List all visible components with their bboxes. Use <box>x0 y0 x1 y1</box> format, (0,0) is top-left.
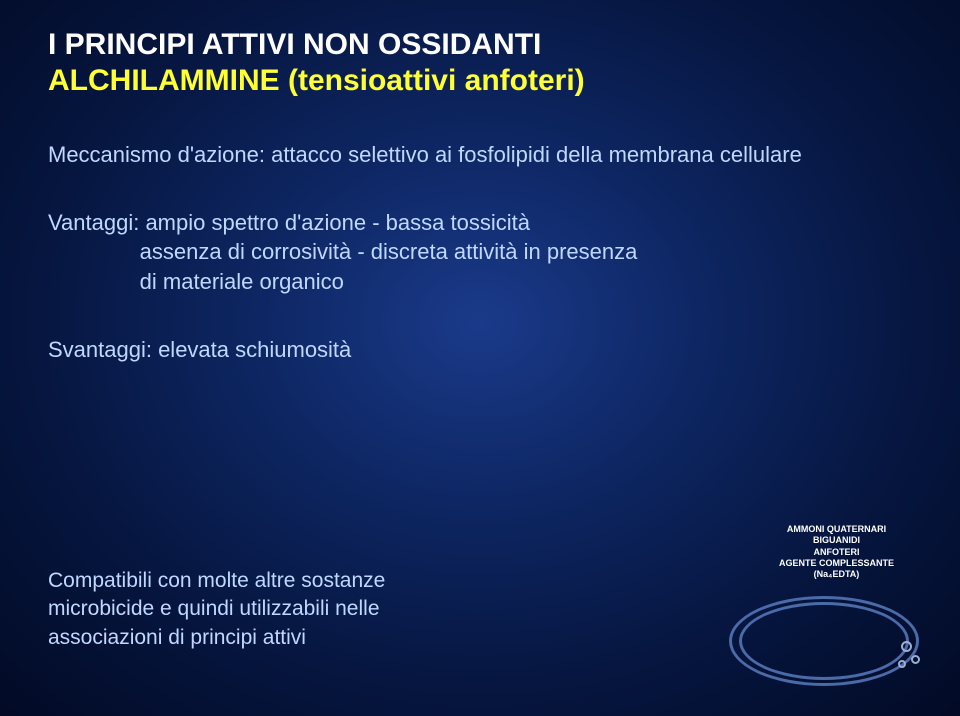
cell-inner-membrane <box>739 602 909 680</box>
bubble-icon <box>911 655 920 664</box>
compat-line2: microbicide e quindi utilizzabili nelle <box>48 595 628 623</box>
diagram-legend: AMMONI QUATERNARI BIGUANIDI ANFOTERI AGE… <box>779 524 894 580</box>
advantages-line3: di materiale organico <box>48 267 912 297</box>
disadvantages-block: Svantaggi: elevata schiumosità <box>48 335 912 365</box>
bubble-icon <box>901 641 912 652</box>
slide-title-line2: ALCHILAMMINE (tensioattivi anfoteri) <box>48 64 912 98</box>
legend-l4: AGENTE COMPLESSANTE <box>779 558 894 569</box>
mechanism-block: Meccanismo d'azione: attacco selettivo a… <box>48 140 912 170</box>
legend-l5: (Na₄EDTA) <box>779 569 894 580</box>
disadvantages-text: Svantaggi: elevata schiumosità <box>48 337 351 362</box>
legend-l2: BIGUANIDI <box>779 535 894 546</box>
compat-line1: Compatibili con molte altre sostanze <box>48 567 628 595</box>
bubble-icon <box>898 660 906 668</box>
compatibility-block: Compatibili con molte altre sostanze mic… <box>48 567 628 652</box>
legend-l3: ANFOTERI <box>779 547 894 558</box>
cell-diagram: AMMONI QUATERNARI BIGUANIDI ANFOTERI AGE… <box>674 524 934 694</box>
legend-l1: AMMONI QUATERNARI <box>779 524 894 535</box>
slide-title-line1: I PRINCIPI ATTIVI NON OSSIDANTI <box>48 28 912 62</box>
advantages-line2: assenza di corrosività - discreta attivi… <box>48 237 912 267</box>
advantages-block: Vantaggi: ampio spettro d'azione - bassa… <box>48 208 912 297</box>
advantages-line1: Vantaggi: ampio spettro d'azione - bassa… <box>48 208 912 238</box>
compat-line3: associazioni di principi attivi <box>48 624 628 652</box>
mechanism-text: Meccanismo d'azione: attacco selettivo a… <box>48 142 802 167</box>
